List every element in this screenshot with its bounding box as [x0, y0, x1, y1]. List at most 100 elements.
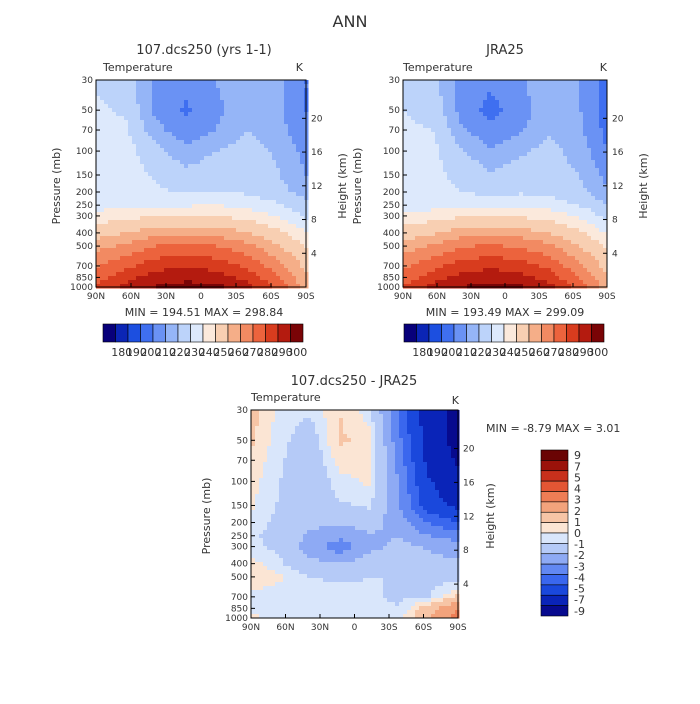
- contour-cell: [583, 80, 588, 85]
- contour-cell: [112, 116, 117, 121]
- contour-cell: [296, 116, 301, 121]
- contour-cell: [427, 156, 432, 161]
- contour-cell: [160, 220, 165, 225]
- contour-cell: [467, 188, 472, 193]
- contour-cell: [555, 156, 560, 161]
- contour-cell: [567, 196, 572, 201]
- contour-cell: [268, 128, 273, 133]
- contour-cell: [499, 220, 504, 225]
- contour-cell: [535, 112, 540, 117]
- contour-cell: [120, 192, 125, 197]
- contour-cell: [240, 284, 245, 289]
- contour-cell: [156, 216, 161, 221]
- contour-cell: [507, 80, 512, 85]
- contour-cell: [467, 88, 472, 93]
- contour-cell: [491, 148, 496, 153]
- contour-cell: [192, 104, 197, 109]
- contour-cell: [415, 236, 420, 241]
- contour-cell: [455, 180, 460, 185]
- contour-cell: [252, 128, 257, 133]
- contour-cell: [535, 208, 540, 213]
- contour-cell: [220, 248, 225, 253]
- contour-cell: [407, 168, 412, 173]
- contour-cell: [148, 284, 153, 289]
- contour-cell: [208, 236, 213, 241]
- contour-cell: [108, 136, 113, 141]
- contour-cell: [539, 244, 544, 249]
- contour-cell: [232, 104, 237, 109]
- contour-cell: [288, 116, 293, 121]
- contour-cell: [284, 172, 289, 177]
- contour-cell: [296, 88, 301, 93]
- contour-cell: [483, 224, 488, 229]
- contour-cell: [543, 144, 548, 149]
- contour-cell: [284, 192, 289, 197]
- contour-cell: [543, 128, 548, 133]
- contour-cell: [563, 180, 568, 185]
- contour-cell: [451, 184, 456, 189]
- contour-cell: [120, 268, 125, 273]
- contour-cell: [567, 200, 572, 205]
- contour-cell: [232, 168, 237, 173]
- contour-cell: [220, 252, 225, 257]
- contour-cell: [419, 216, 424, 221]
- contour-cell: [475, 132, 480, 137]
- contour-cell: [208, 232, 213, 237]
- contour-cell: [547, 204, 552, 209]
- contour-cell: [108, 208, 113, 213]
- contour-cell: [264, 152, 269, 157]
- contour-cell: [232, 136, 237, 141]
- contour-cell: [515, 208, 520, 213]
- contour-cell: [595, 180, 600, 185]
- contour-cell: [455, 188, 460, 193]
- contour-cell: [479, 216, 484, 221]
- contour-cell: [487, 120, 492, 125]
- contour-cell: [479, 148, 484, 153]
- contour-cell: [491, 104, 496, 109]
- contour-cell: [148, 248, 153, 253]
- contour-cell: [503, 212, 508, 217]
- contour-cell: [276, 260, 281, 265]
- contour-cell: [260, 144, 265, 149]
- contour-cell: [144, 188, 149, 193]
- contour-cell: [507, 108, 512, 113]
- contour-cell: [579, 212, 584, 217]
- contour-cell: [112, 80, 117, 85]
- contour-cell: [164, 268, 169, 273]
- contour-cell: [264, 104, 269, 109]
- contour-cell: [196, 188, 201, 193]
- contour-cell: [252, 204, 257, 209]
- contour-cell: [196, 120, 201, 125]
- contour-cell: [240, 200, 245, 205]
- contour-cell: [451, 216, 456, 221]
- contour-cell: [192, 160, 197, 165]
- contour-cell: [108, 256, 113, 261]
- contour-cell: [499, 156, 504, 161]
- contour-cell: [132, 132, 137, 137]
- contour-cell: [479, 160, 484, 165]
- contour-cell: [531, 108, 536, 113]
- contour-cell: [224, 104, 229, 109]
- contour-cell: [523, 152, 528, 157]
- contour-cell: [507, 204, 512, 209]
- contour-cell: [296, 220, 301, 225]
- contour-cell: [160, 276, 165, 281]
- contour-cell: [579, 80, 584, 85]
- contour-cell: [503, 156, 508, 161]
- contour-cell: [136, 224, 141, 229]
- contour-cell: [232, 228, 237, 233]
- contour-cell: [152, 244, 157, 249]
- contour-cell: [108, 80, 113, 85]
- contour-cell: [447, 112, 452, 117]
- contour-cell: [184, 84, 189, 89]
- contour-cell: [132, 248, 137, 253]
- contour-cell: [156, 264, 161, 269]
- contour-cell: [216, 272, 221, 277]
- contour-cell: [499, 128, 504, 133]
- contour-cell: [599, 200, 604, 205]
- contour-cell: [252, 92, 257, 97]
- contour-cell: [555, 200, 560, 205]
- contour-cell: [116, 144, 121, 149]
- contour-cell: [152, 84, 157, 89]
- contour-cell: [296, 256, 301, 261]
